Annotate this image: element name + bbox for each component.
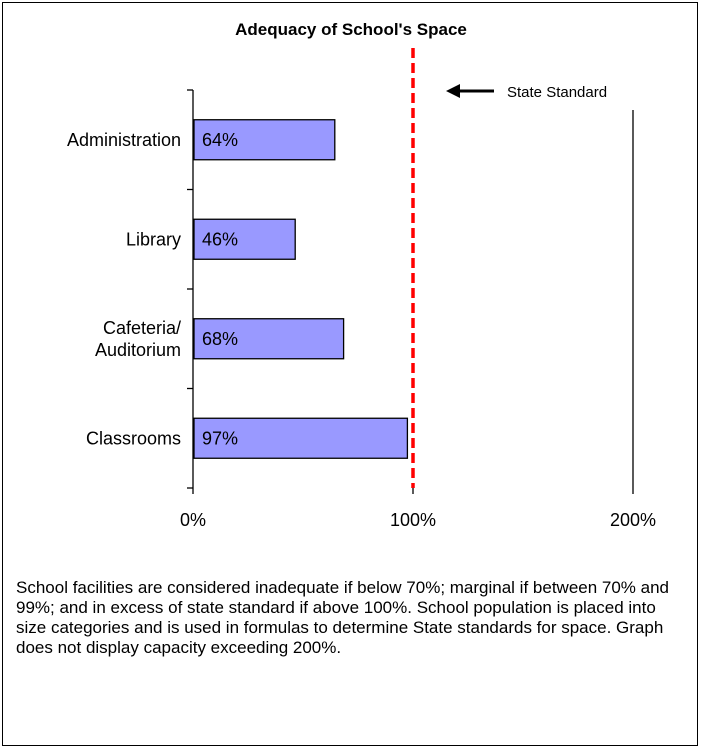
- x-tick-label: 0%: [180, 510, 206, 530]
- category-label: Classrooms: [86, 428, 181, 448]
- axis-group: 0% 100% 200% Administration Library Cafeteria…: [67, 89, 656, 530]
- reference-arrow-head: [446, 84, 460, 98]
- footnote: School facilities are considered inadequ…: [16, 578, 670, 657]
- chart-title: Adequacy of School's Space: [235, 20, 467, 39]
- category-label: Library: [126, 229, 181, 249]
- category-label-line: Library: [126, 229, 181, 249]
- data-label: 68%: [202, 329, 238, 349]
- category-label: Administration: [67, 130, 181, 150]
- category-label-line: Classrooms: [86, 428, 181, 448]
- x-tick-label: 100%: [390, 510, 436, 530]
- category-label: Cafeteria/Auditorium: [95, 318, 181, 360]
- category-label-line: Auditorium: [95, 340, 181, 360]
- bar: [193, 119, 336, 161]
- bar: [193, 318, 345, 360]
- category-label-line: Cafeteria/: [103, 318, 181, 338]
- data-label: 64%: [202, 130, 238, 150]
- x-tick-label: 200%: [610, 510, 656, 530]
- category-label-line: Administration: [67, 130, 181, 150]
- reference-label: State Standard: [507, 84, 607, 101]
- bars-group: 64% 46% 68% 97%: [193, 119, 409, 459]
- bar: [193, 417, 409, 459]
- reference-group: State Standard: [411, 48, 607, 488]
- data-label: 46%: [202, 229, 238, 249]
- data-label: 97%: [202, 428, 238, 448]
- bar: [193, 218, 296, 260]
